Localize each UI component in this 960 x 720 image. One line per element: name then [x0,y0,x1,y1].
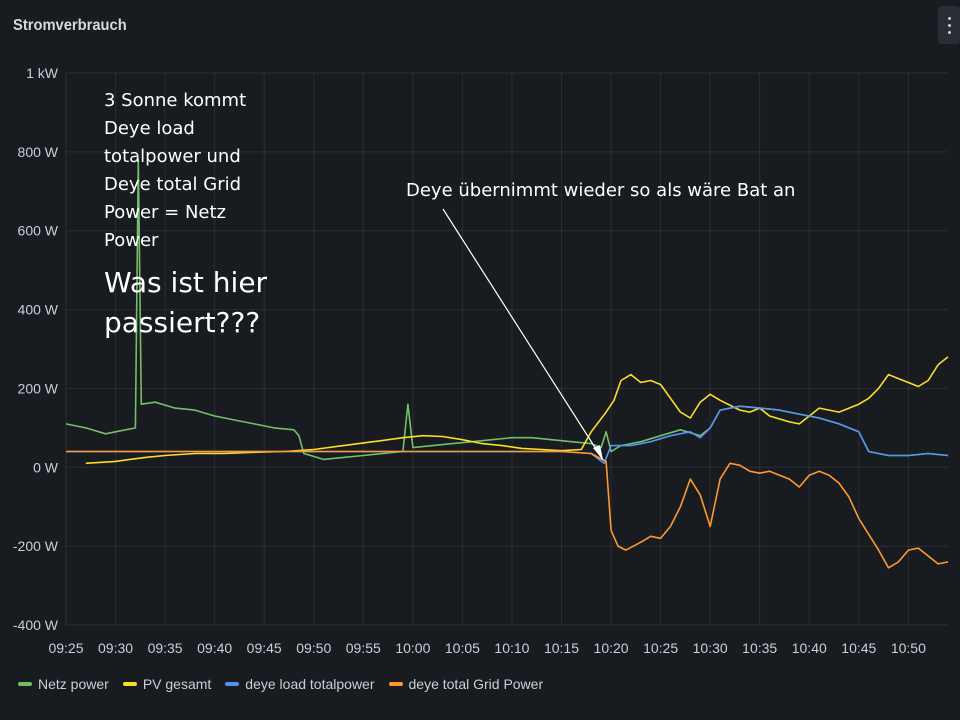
x-tick-label: 09:55 [346,640,381,656]
y-tick-label: 200 W [18,380,59,396]
left-note-line: 3 Sonne kommt [104,90,247,111]
legend-item[interactable]: Netz power [18,676,109,692]
x-tick-label: 09:50 [296,640,331,656]
x-tick-label: 10:15 [544,640,579,656]
legend-label: deye total Grid Power [408,676,544,692]
x-tick-label: 10:45 [841,640,876,656]
x-tick-label: 09:40 [197,640,232,656]
legend-swatch [18,682,32,686]
legend-item[interactable]: deye load totalpower [225,676,375,692]
legend-item[interactable]: deye total Grid Power [388,676,544,692]
menu-dot [948,17,951,20]
vertical-dots-icon[interactable] [938,6,960,44]
x-tick-label: 10:30 [693,640,728,656]
legend-label: PV gesamt [142,676,212,692]
question-line: passiert??? [104,306,261,339]
left-note-line: totalpower und [104,146,241,167]
y-tick-label: 400 W [18,302,59,318]
y-tick-label: 600 W [18,223,59,239]
y-tick-label: 800 W [18,144,59,160]
legend-label: deye load totalpower [245,676,375,692]
x-tick-label: 10:25 [643,640,678,656]
x-tick-label: 10:50 [891,640,926,656]
left-note-line: Power = Netz [104,202,226,223]
series-line-deye-load-totalpower[interactable] [66,405,949,465]
x-tick-label: 09:30 [98,640,133,656]
left-note: 3 Sonne kommt Deye load totalpower und D… [104,87,246,255]
legend: Netz power PV gesamt deye load totalpowe… [18,674,543,694]
y-tick-label: -400 W [13,617,59,633]
x-tick-label: 09:35 [148,640,183,656]
left-note-line: Deye load [104,118,195,139]
x-tick-label: 09:45 [247,640,282,656]
legend-swatch [388,682,403,686]
legend-item[interactable]: PV gesamt [122,676,212,692]
x-tick-label: 10:10 [494,640,529,656]
x-tick-label: 10:20 [594,640,629,656]
series-line-deye-total-grid-power[interactable] [66,450,949,569]
x-axis-ticks: 09:25 09:30 09:35 09:40 09:45 09:50 09:55 10:00… [48,640,926,656]
x-tick-label: 10:00 [395,640,430,656]
x-tick-label: 09:25 [48,640,83,656]
series-line-pv-gesamt[interactable] [85,356,949,465]
x-tick-label: 10:40 [792,640,827,656]
y-tick-label: 0 W [33,459,59,475]
y-tick-label: -200 W [13,538,59,554]
y-axis-ticks: 1 kW 800 W 600 W 400 W 200 W 0 W -200 W -400 W [13,65,59,633]
right-note: Deye übernimmt wieder so als wäre Bat an [406,180,796,201]
x-tick-label: 10:35 [742,640,777,656]
legend-label: Netz power [38,676,109,692]
x-tick-label: 10:05 [445,640,480,656]
legend-swatch [225,682,240,686]
grid-lines [65,72,948,626]
question-note: Was ist hier passiert??? [104,263,267,343]
left-note-line: Deye total Grid [104,174,242,195]
series-lines [65,158,949,569]
menu-dot [948,24,951,27]
left-note-line: Power [104,230,159,251]
panel-title: Stromverbrauch [13,17,127,34]
menu-dot [948,31,951,34]
question-line: Was ist hier [104,266,268,299]
y-tick-label: 1 kW [26,65,59,81]
legend-swatch [122,682,137,686]
annotation-arrow [442,208,604,461]
